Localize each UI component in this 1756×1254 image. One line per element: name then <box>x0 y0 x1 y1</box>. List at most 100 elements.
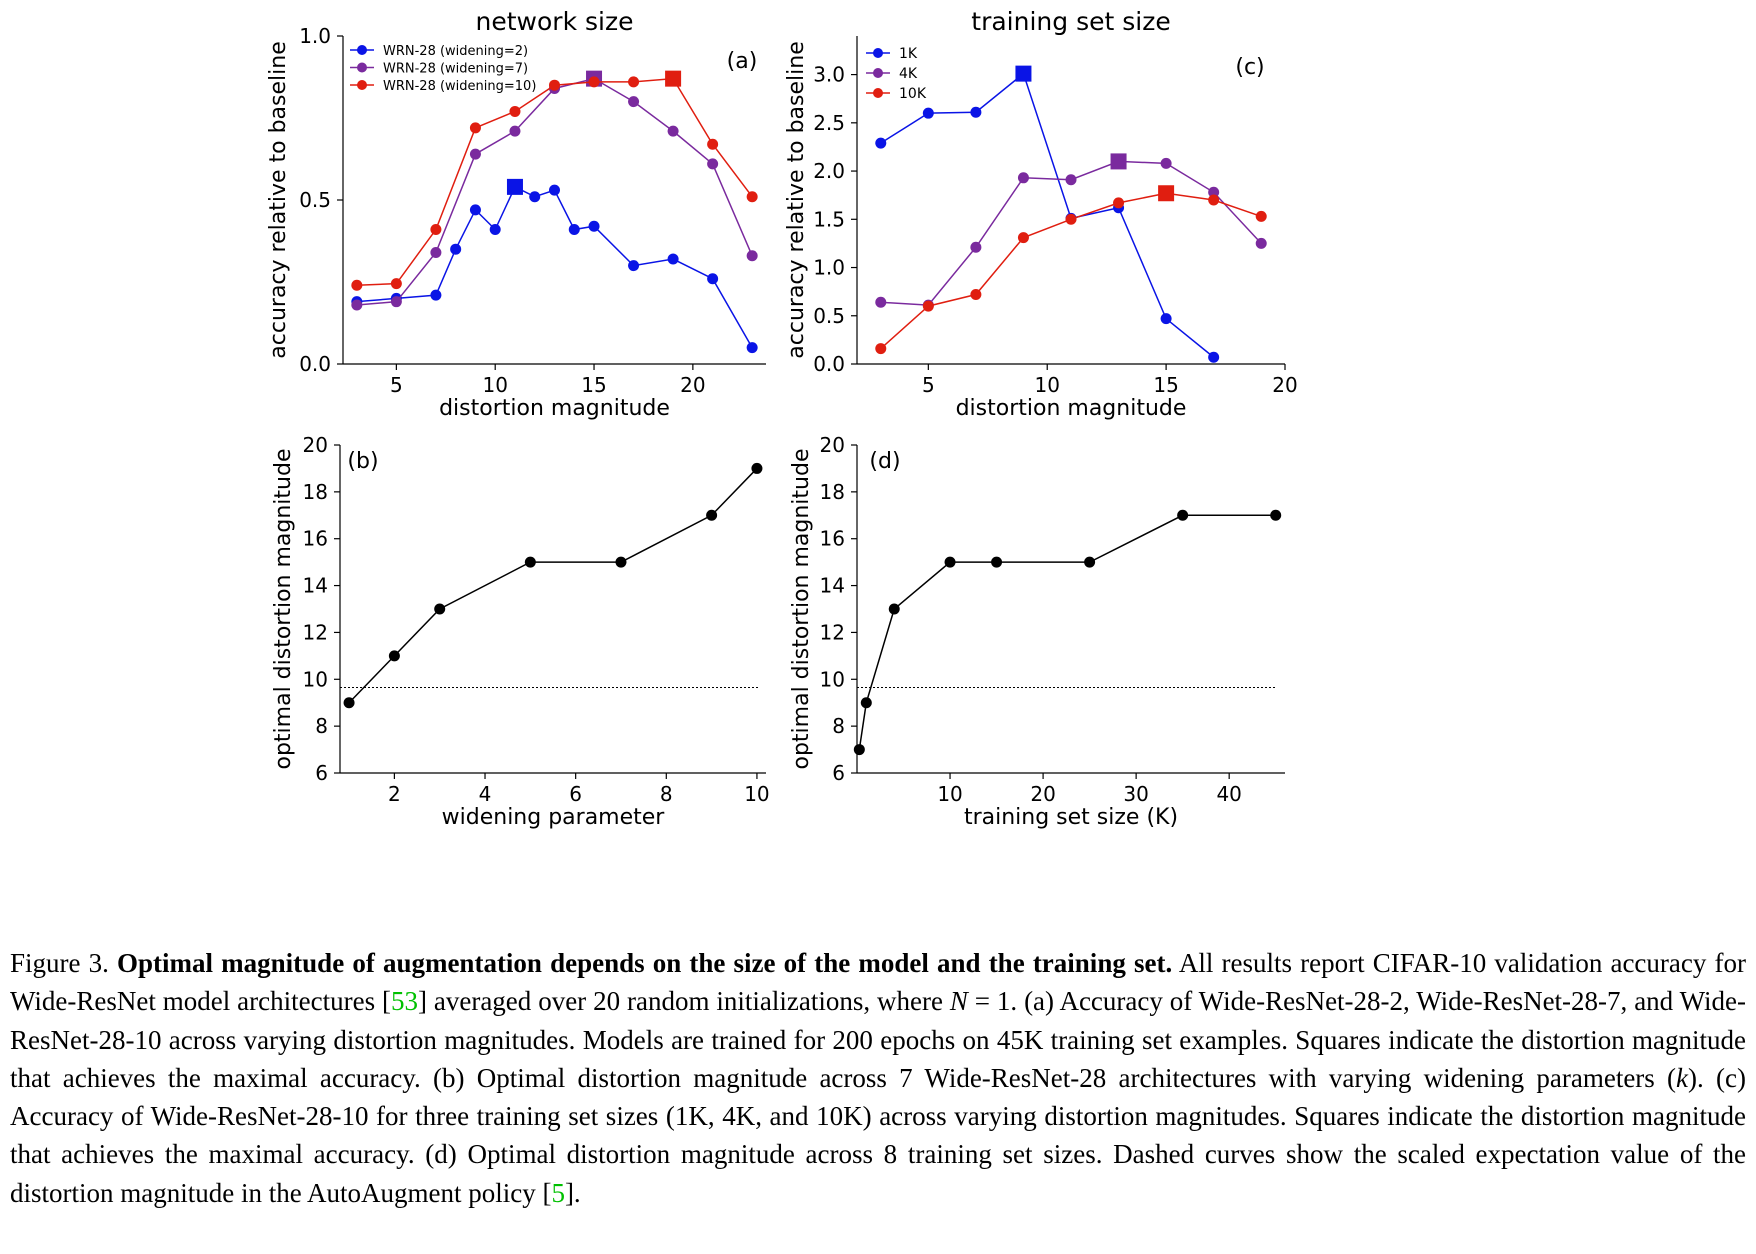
data-point <box>991 556 1003 568</box>
data-point <box>875 296 887 308</box>
y-tick-label: 8 <box>832 714 845 738</box>
panel-label: (a) <box>727 49 758 74</box>
y-tick-label: 2.0 <box>813 159 845 183</box>
caption-text-4: ). (c) Accuracy of Wide-ResNet-28-10 for… <box>10 1062 1746 1208</box>
data-point <box>1065 174 1077 186</box>
data-point <box>1113 197 1125 209</box>
data-point <box>615 556 627 568</box>
y-tick-label: 10 <box>303 667 328 691</box>
x-tick-label: 20 <box>1030 782 1055 806</box>
y-tick-label: 6 <box>832 761 845 785</box>
y-tick-label: 12 <box>820 620 845 644</box>
data-point <box>751 462 763 474</box>
data-point <box>343 697 355 709</box>
legend: WRN-28 (widening=2) WRN-28 (widening=7) WR… <box>350 44 536 94</box>
y-tick-label: 18 <box>820 480 845 504</box>
series-10k <box>875 185 1267 355</box>
legend-label: 4K <box>899 66 918 82</box>
data-point <box>509 105 521 117</box>
series-4k <box>875 153 1267 311</box>
y-tick-label: 14 <box>303 574 328 598</box>
data-point <box>1208 194 1220 206</box>
x-axis-label: distortion magnitude <box>439 396 670 421</box>
x-axis-label: training set size (K) <box>964 805 1178 830</box>
legend-label: WRN-28 (widening=10) <box>383 79 536 94</box>
data-point <box>746 191 758 203</box>
y-tick-label: 1.5 <box>813 207 845 231</box>
data-point <box>351 279 363 291</box>
y-tick-label: 0.0 <box>299 352 331 376</box>
legend-label: 10K <box>899 86 927 102</box>
data-point <box>568 224 580 236</box>
data-point <box>1255 210 1267 222</box>
x-tick-label: 6 <box>569 782 582 806</box>
citation-link-5[interactable]: 5 <box>551 1177 565 1208</box>
best-square-marker <box>506 178 523 195</box>
legend-marker <box>873 48 883 58</box>
data-point <box>430 224 442 236</box>
x-tick-label: 30 <box>1123 782 1148 806</box>
data-point <box>1208 351 1220 363</box>
y-tick-label: 0.5 <box>813 304 845 328</box>
best-square-marker <box>1110 153 1127 170</box>
y-tick-label: 1.0 <box>813 256 845 280</box>
data-point <box>667 125 679 137</box>
chart-panel-c: 0.0 0.5 1.0 1.5 2.0 2.5 3.0 5 10 15 20 distortion m… <box>784 7 1298 421</box>
series-1k <box>875 65 1220 363</box>
chart-title: network size <box>476 7 634 36</box>
data-point <box>388 650 400 662</box>
y-tick-label: 6 <box>315 761 328 785</box>
figure-3: 0.0 0.5 1.0 5 10 15 20 distortion magnitude accu… <box>266 7 1298 830</box>
data-point <box>970 289 982 301</box>
legend-label: WRN-28 (widening=2) <box>383 44 528 59</box>
data-point <box>875 137 887 149</box>
y-tick-label: 10 <box>820 667 845 691</box>
citation-link-53[interactable]: 53 <box>390 986 418 1017</box>
data-point <box>707 138 719 150</box>
legend-marker <box>357 45 367 55</box>
y-tick-label: 8 <box>315 714 328 738</box>
series-line <box>356 77 753 287</box>
data-point <box>1270 509 1282 521</box>
legend-marker <box>357 80 367 90</box>
legend-item: 1K <box>866 46 918 62</box>
data-point <box>390 278 402 290</box>
legend-item: 4K <box>866 66 918 82</box>
data-point <box>469 204 481 216</box>
legend-item: WRN-28 (widening=10) <box>350 79 536 94</box>
legend-marker <box>357 62 367 73</box>
series-line <box>356 185 753 348</box>
x-tick-label: 10 <box>937 782 962 806</box>
figure-caption: Figure 3. Optimal magnitude of augmentat… <box>10 944 1746 1212</box>
x-axis-label: widening parameter <box>442 805 666 830</box>
y-tick-label: 2.5 <box>813 111 845 135</box>
x-tick-label: 20 <box>680 373 705 397</box>
data-point <box>922 300 934 312</box>
chart-panel-a: 0.0 0.5 1.0 5 10 15 20 distortion magnitude accu… <box>266 7 766 421</box>
x-tick-label: 10 <box>744 782 769 806</box>
x-tick-label: 10 <box>482 373 507 397</box>
data-point <box>469 148 481 160</box>
x-tick-label: 2 <box>388 782 401 806</box>
x-tick-label: 15 <box>581 373 606 397</box>
y-axis-label: accuracy relative to baseline <box>784 41 809 358</box>
data-point <box>860 697 872 709</box>
series-optimal <box>853 509 1282 756</box>
data-point <box>529 191 541 203</box>
y-tick-label: 16 <box>303 527 328 551</box>
data-point <box>509 125 521 137</box>
data-point <box>489 224 501 236</box>
data-point <box>1084 556 1096 568</box>
data-point <box>970 241 982 253</box>
math-n: N <box>949 986 968 1017</box>
caption-text-5: ]. <box>564 1177 581 1208</box>
data-point <box>888 603 900 615</box>
data-point <box>450 243 462 255</box>
data-point <box>524 556 536 568</box>
x-tick-label: 20 <box>1272 373 1297 397</box>
data-point <box>390 296 402 308</box>
y-tick-label: 18 <box>303 480 328 504</box>
x-tick-label: 5 <box>390 373 403 397</box>
series-wrn-28-widening-2- <box>351 178 758 354</box>
legend-label: WRN-28 (widening=7) <box>383 62 528 77</box>
